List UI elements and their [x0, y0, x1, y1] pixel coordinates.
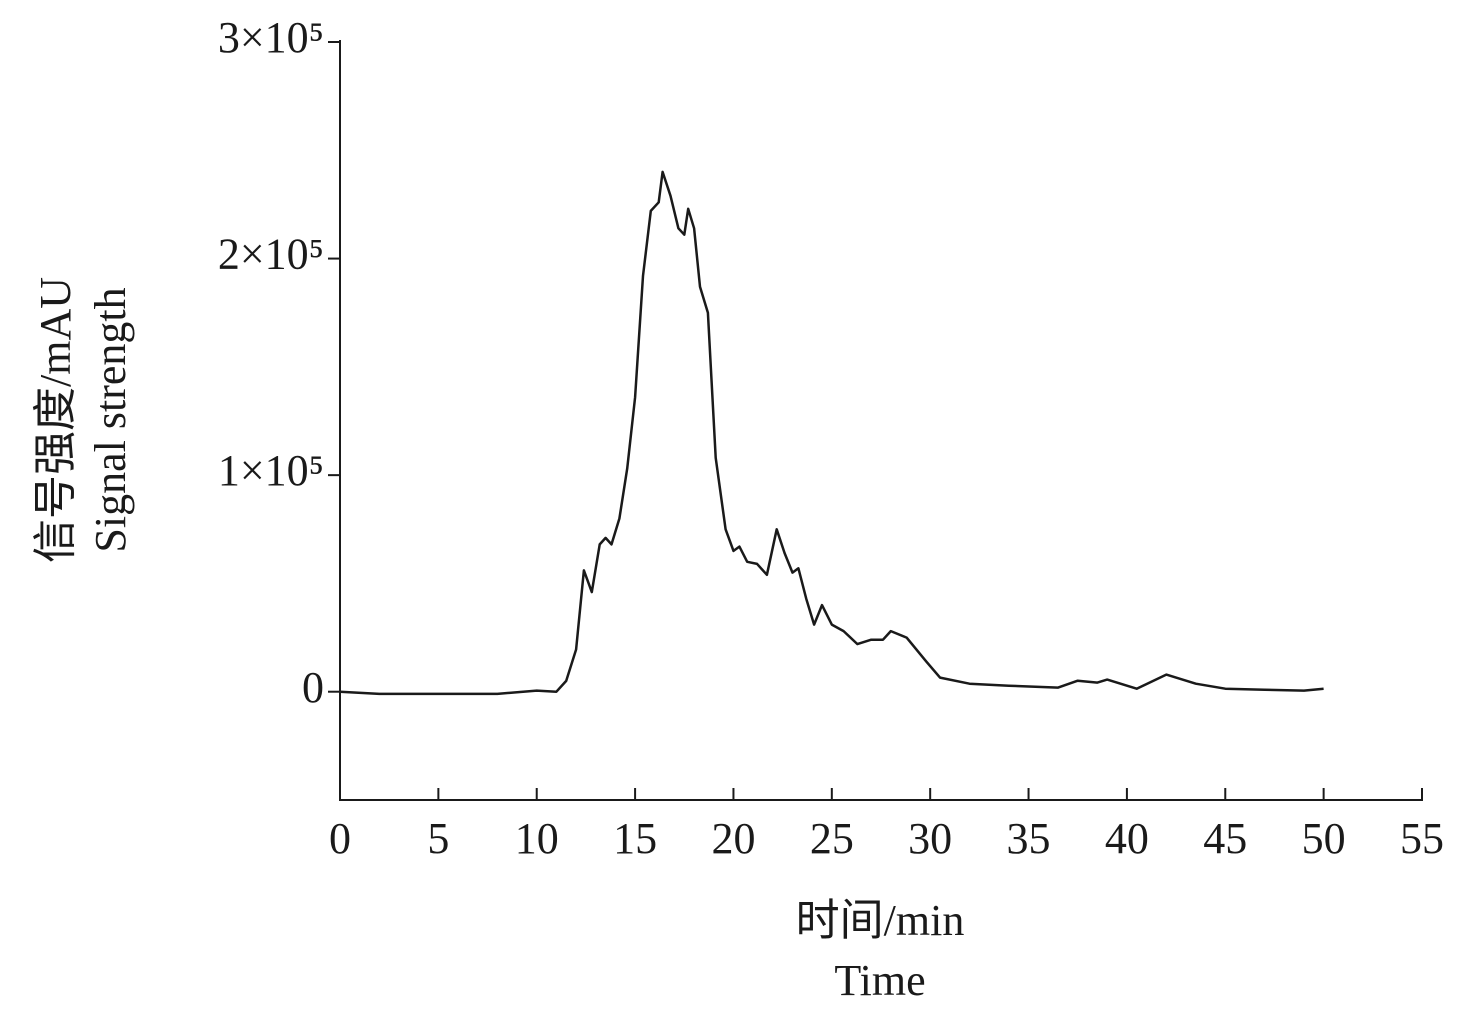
y-tick-label: 1×10⁵: [218, 446, 324, 495]
y-axis-title: 信号强度/mAU: [31, 277, 80, 563]
x-tick-label: 35: [1007, 814, 1051, 863]
x-tick-label: 20: [711, 814, 755, 863]
x-axis-title: Time: [834, 956, 925, 1005]
x-tick-label: 25: [810, 814, 854, 863]
x-tick-label: 50: [1302, 814, 1346, 863]
y-tick-label: 3×10⁵: [218, 13, 324, 62]
x-tick-label: 30: [908, 814, 952, 863]
y-axis-title: Signal strength: [86, 287, 135, 552]
x-tick-label: 15: [613, 814, 657, 863]
y-tick-label: 0: [302, 663, 324, 712]
data-line: [339, 170, 1324, 696]
x-tick-label: 45: [1203, 814, 1247, 863]
x-tick-label: 10: [515, 814, 559, 863]
x-tick-label: 55: [1400, 814, 1444, 863]
x-tick-label: 5: [427, 814, 449, 863]
x-tick-label: 0: [329, 814, 351, 863]
x-axis-title: 时间/min: [796, 896, 965, 945]
y-tick-label: 2×10⁵: [218, 230, 324, 279]
x-tick-label: 40: [1105, 814, 1149, 863]
